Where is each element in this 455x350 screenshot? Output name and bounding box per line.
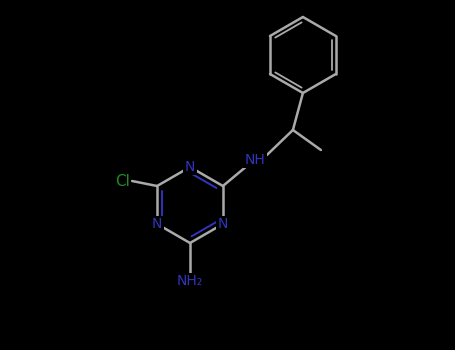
Text: N: N (152, 217, 162, 231)
Text: NH: NH (244, 153, 265, 167)
Text: NH₂: NH₂ (177, 274, 203, 288)
Text: N: N (218, 217, 228, 231)
Text: Cl: Cl (115, 174, 130, 189)
Text: N: N (185, 160, 195, 174)
